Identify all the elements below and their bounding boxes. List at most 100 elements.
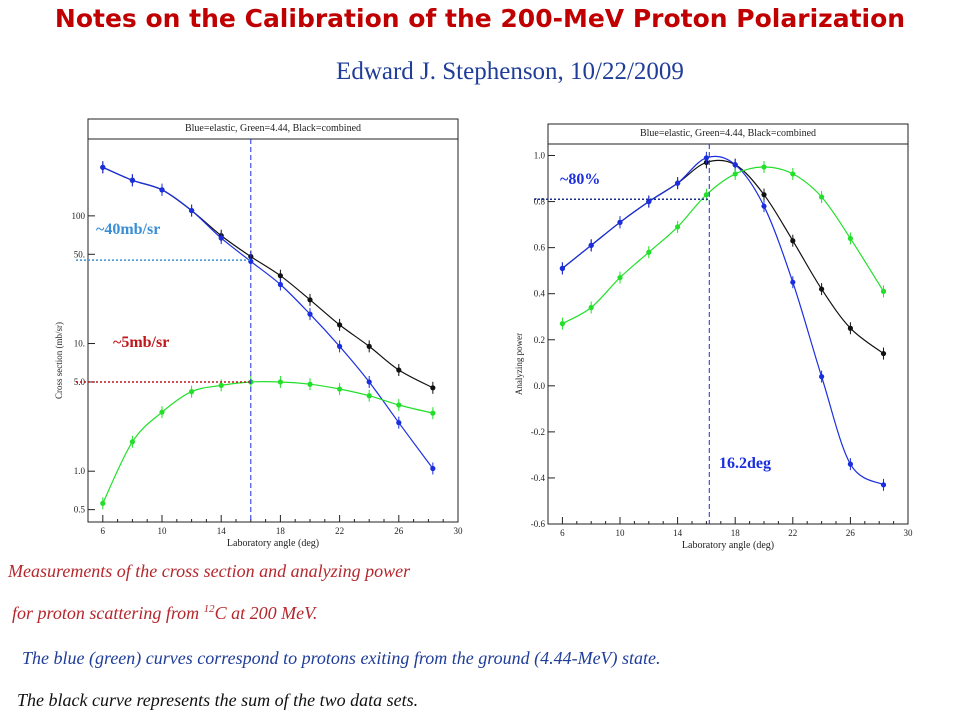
- data-point: [430, 410, 436, 416]
- plot-frame: [87, 118, 459, 523]
- analyzing-power-chart: Blue=elastic, Green=4.44, Black=combined…: [514, 123, 913, 551]
- data-point: [218, 382, 224, 388]
- data-point: [559, 321, 565, 327]
- y-tick-label: 0.8: [534, 197, 546, 207]
- data-point: [790, 238, 796, 244]
- y-tick-label: 0.5: [74, 505, 86, 515]
- data-point: [646, 249, 652, 255]
- data-point: [366, 393, 372, 399]
- data-point: [847, 461, 853, 467]
- data-point: [100, 164, 106, 170]
- annotation-16deg: 16.2deg: [719, 455, 771, 472]
- data-point: [847, 235, 853, 242]
- x-tick-label: 26: [394, 526, 404, 536]
- data-point: [617, 219, 623, 225]
- data-point: [880, 350, 887, 357]
- y-tick-label: -0.4: [531, 473, 546, 483]
- data-point: [307, 297, 313, 303]
- data-point: [819, 286, 825, 292]
- data-point: [588, 304, 594, 311]
- x-tick-label: 30: [454, 526, 464, 536]
- y-tick-label: 50.: [74, 249, 85, 259]
- annotation-80pct: ~80%: [560, 171, 600, 188]
- data-point: [761, 164, 767, 170]
- data-point: [189, 207, 195, 214]
- y-axis-label: Analyzing power: [514, 333, 524, 395]
- data-point: [559, 265, 565, 271]
- series-line-2: [562, 166, 885, 325]
- y-tick-label: 0.6: [534, 243, 546, 253]
- data-point: [396, 402, 402, 408]
- data-point: [819, 194, 825, 200]
- caption-line-2-post: C at 200 MeV.: [214, 603, 318, 623]
- plot-header-text: Blue=elastic, Green=4.44, Black=combined: [640, 128, 816, 139]
- data-point: [675, 180, 681, 186]
- x-tick-label: 6: [101, 526, 106, 536]
- data-point: [396, 367, 402, 373]
- y-axis-label: Cross section (mb/sr): [54, 322, 64, 399]
- annotation-40mb: ~40mb/sr: [96, 221, 160, 238]
- caption-line-4: The black curve represents the sum of th…: [17, 690, 419, 710]
- data-point: [277, 273, 283, 279]
- y-tick-label: -0.2: [531, 427, 545, 437]
- x-tick-label: 18: [731, 528, 741, 538]
- caption-isotope-sup: 12: [203, 603, 215, 615]
- caption-line-2-pre: for proton scattering from: [12, 603, 204, 623]
- x-tick-label: 10: [616, 528, 626, 538]
- y-tick-label: 100: [72, 211, 86, 221]
- y-tick-label: -0.6: [531, 519, 546, 529]
- x-tick-label: 22: [788, 528, 797, 538]
- data-point: [790, 171, 796, 177]
- data-point: [588, 242, 594, 248]
- data-point: [430, 465, 436, 472]
- data-point: [277, 281, 283, 288]
- data-point: [307, 311, 313, 317]
- x-tick-label: 18: [276, 526, 286, 536]
- series-line-0: [562, 159, 884, 355]
- author-line: Edward J. Stephenson, 10/22/2009: [336, 58, 684, 85]
- x-tick-label: 14: [217, 526, 227, 536]
- caption-line-2: for proton scattering from 12C at 200 Me…: [12, 603, 317, 624]
- data-point: [790, 279, 796, 285]
- data-point: [218, 235, 224, 241]
- data-point: [366, 379, 372, 385]
- data-point: [880, 482, 887, 488]
- x-tick-label: 26: [846, 528, 856, 538]
- x-tick-label: 10: [158, 526, 168, 536]
- series-line-1: [562, 155, 884, 486]
- data-point: [277, 379, 283, 385]
- y-tick-label: 0.0: [534, 381, 546, 391]
- data-point: [129, 439, 135, 445]
- data-point: [337, 322, 343, 328]
- series-line-1: [102, 166, 434, 469]
- x-tick-label: 6: [560, 528, 565, 538]
- x-tick-label: 14: [673, 528, 683, 538]
- data-point: [189, 389, 195, 395]
- data-point: [761, 203, 767, 209]
- data-point: [646, 198, 652, 205]
- caption-line-1: Measurements of the cross section and an…: [8, 561, 411, 581]
- data-point: [732, 171, 738, 177]
- annotation-5mb: ~5mb/sr: [113, 334, 169, 351]
- data-point: [761, 192, 767, 198]
- data-point: [337, 386, 343, 392]
- y-tick-label: 10.: [74, 339, 85, 349]
- y-tick-label: 5.0: [74, 377, 86, 387]
- data-point: [880, 288, 887, 294]
- slide-title: Notes on the Calibration of the 200-MeV …: [54, 4, 906, 33]
- data-point: [617, 274, 623, 281]
- x-tick-label: 22: [335, 526, 344, 536]
- data-point: [159, 409, 165, 415]
- data-point: [732, 162, 738, 168]
- y-tick-label: 0.4: [534, 289, 546, 299]
- series-line-2: [102, 381, 433, 504]
- y-tick-label: 1.0: [74, 466, 86, 476]
- data-point: [847, 325, 853, 331]
- caption-line-3: The blue (green) curves correspond to pr…: [22, 648, 661, 668]
- y-tick-label: 1.0: [534, 151, 546, 161]
- data-point: [430, 385, 436, 391]
- data-point: [675, 224, 681, 230]
- data-point: [819, 374, 825, 380]
- data-point: [100, 500, 106, 506]
- data-point: [396, 420, 402, 426]
